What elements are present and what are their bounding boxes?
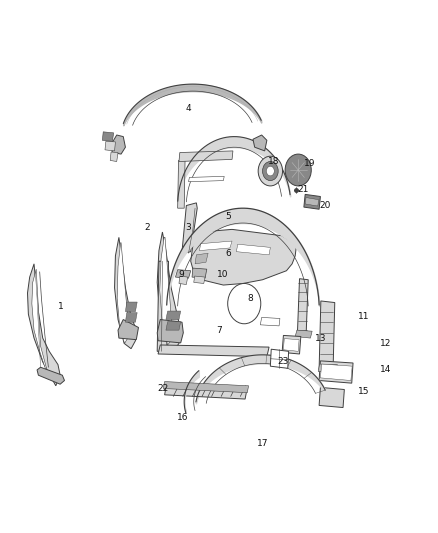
- Text: 3: 3: [186, 223, 191, 232]
- Polygon shape: [118, 319, 138, 340]
- Polygon shape: [111, 135, 125, 154]
- Polygon shape: [182, 203, 197, 253]
- Polygon shape: [115, 237, 135, 349]
- Polygon shape: [110, 152, 118, 161]
- Polygon shape: [192, 268, 207, 278]
- Polygon shape: [117, 243, 129, 343]
- Polygon shape: [195, 253, 208, 264]
- Polygon shape: [199, 241, 232, 251]
- Circle shape: [228, 284, 261, 324]
- Text: 22: 22: [158, 384, 169, 393]
- Polygon shape: [157, 261, 169, 351]
- Polygon shape: [125, 302, 137, 312]
- Polygon shape: [321, 364, 352, 381]
- Polygon shape: [319, 301, 335, 372]
- Polygon shape: [295, 330, 312, 338]
- Text: 6: 6: [226, 249, 231, 258]
- Polygon shape: [28, 264, 60, 386]
- Polygon shape: [37, 367, 64, 384]
- Polygon shape: [318, 364, 337, 373]
- Polygon shape: [179, 276, 187, 285]
- Polygon shape: [194, 276, 205, 284]
- Text: 15: 15: [358, 386, 370, 395]
- Polygon shape: [166, 321, 181, 330]
- Text: 10: 10: [217, 270, 228, 279]
- Circle shape: [258, 156, 283, 186]
- Polygon shape: [305, 198, 319, 206]
- Polygon shape: [166, 311, 181, 319]
- Polygon shape: [237, 244, 270, 255]
- Polygon shape: [163, 382, 249, 393]
- Polygon shape: [125, 313, 137, 322]
- Text: 16: 16: [177, 413, 188, 422]
- Text: 13: 13: [315, 334, 326, 343]
- Text: 14: 14: [380, 366, 392, 374]
- Polygon shape: [282, 335, 301, 354]
- Circle shape: [266, 166, 274, 176]
- Polygon shape: [157, 319, 184, 343]
- Text: 20: 20: [319, 201, 331, 210]
- Polygon shape: [105, 141, 116, 151]
- Text: 21: 21: [297, 185, 309, 194]
- Polygon shape: [188, 176, 224, 182]
- Text: 1: 1: [58, 302, 64, 311]
- Text: 4: 4: [186, 104, 191, 113]
- Circle shape: [285, 154, 311, 186]
- Text: 5: 5: [226, 212, 231, 221]
- Polygon shape: [176, 270, 191, 278]
- Text: 2: 2: [145, 223, 150, 232]
- Polygon shape: [253, 135, 267, 151]
- Text: 11: 11: [358, 312, 370, 321]
- Polygon shape: [304, 195, 321, 209]
- Polygon shape: [165, 383, 247, 399]
- Polygon shape: [160, 237, 173, 345]
- Circle shape: [262, 161, 278, 181]
- Polygon shape: [178, 160, 185, 208]
- Polygon shape: [102, 132, 114, 141]
- Polygon shape: [297, 279, 308, 336]
- Polygon shape: [319, 361, 353, 383]
- Polygon shape: [283, 338, 299, 351]
- Text: 9: 9: [178, 270, 184, 279]
- Polygon shape: [260, 317, 280, 326]
- Polygon shape: [158, 345, 269, 357]
- Text: 19: 19: [304, 159, 315, 167]
- Text: 8: 8: [247, 294, 253, 303]
- Polygon shape: [319, 387, 344, 408]
- Text: 12: 12: [380, 339, 392, 348]
- Polygon shape: [270, 349, 289, 368]
- Text: 18: 18: [268, 157, 279, 166]
- Text: 17: 17: [257, 439, 268, 448]
- Polygon shape: [157, 232, 181, 351]
- Polygon shape: [191, 229, 297, 285]
- Polygon shape: [179, 151, 233, 161]
- Text: 7: 7: [216, 326, 222, 335]
- Text: 23: 23: [278, 358, 289, 367]
- Polygon shape: [32, 269, 48, 375]
